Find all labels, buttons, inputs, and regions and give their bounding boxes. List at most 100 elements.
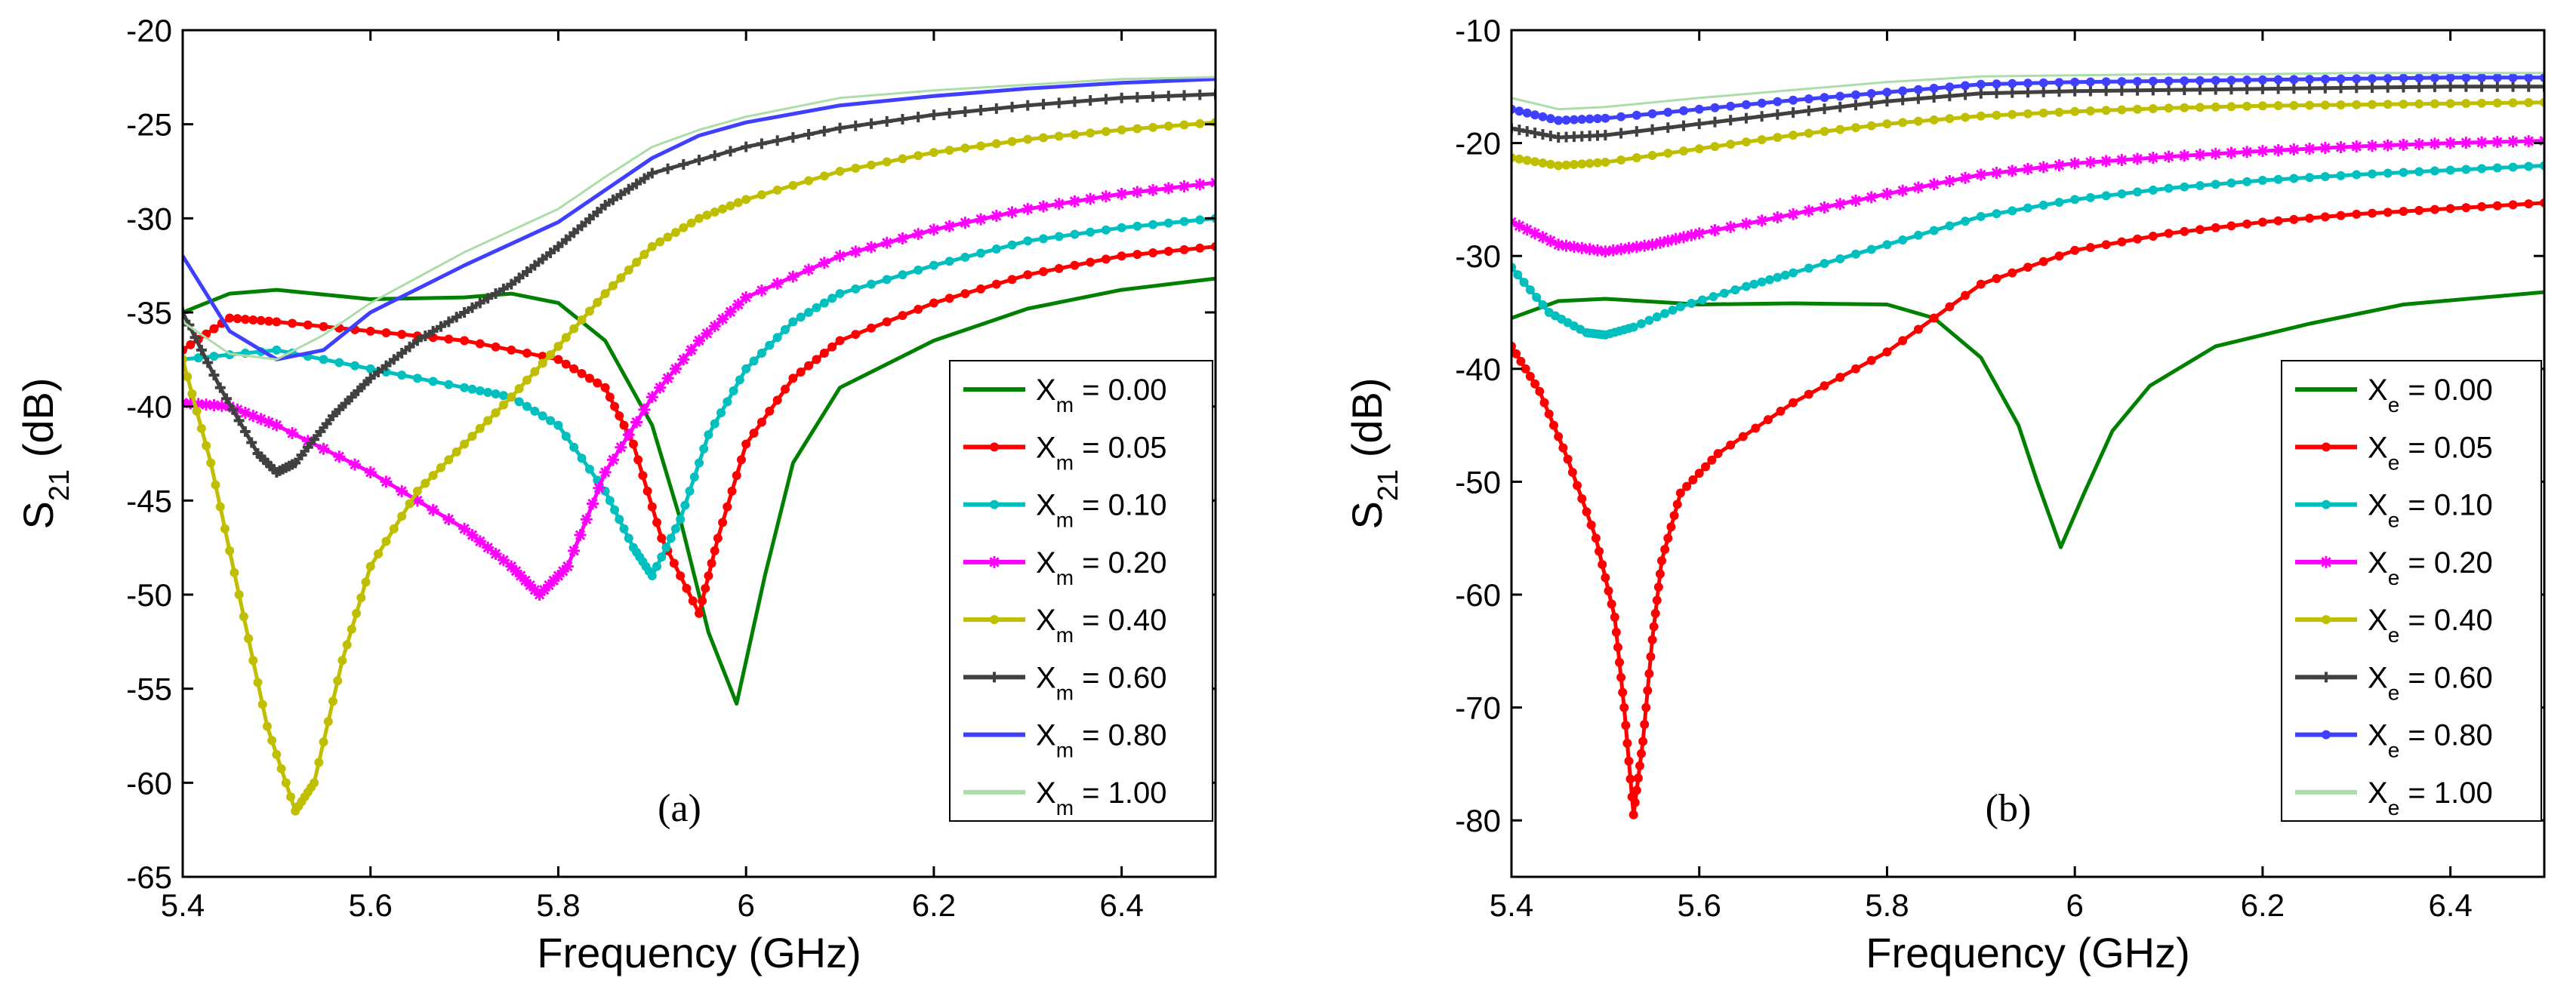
chart0-series-0.05-point-22	[428, 333, 438, 343]
chart0-series-0.10-point-98	[1148, 220, 1158, 229]
chart1-series-0.20-point-75	[2491, 136, 2504, 149]
chart1-series-0.05-point-79	[1898, 336, 1908, 346]
chart0-series-0.20-point-79	[943, 220, 956, 232]
chart0-series-0.40-point-72	[600, 289, 610, 299]
chart1-series-0.60-point-48	[2163, 85, 2174, 96]
chart1-xtick-label: 5.6	[1678, 887, 1721, 923]
chart0-series-0.20-point-17-ray	[350, 459, 360, 470]
chart0-series-0.05-point-93	[1070, 260, 1080, 270]
chart0-series-0.20-point-51	[622, 429, 635, 441]
chart0-series-0.20-point-96	[1209, 176, 1216, 189]
chart0-series-0.20-point-12	[270, 419, 283, 432]
chart1-series-0.60-point-49	[2179, 85, 2190, 96]
chart1-series-0.20-point-24-ray	[1694, 228, 1705, 238]
chart0-series-0.20-point-18-ray	[365, 467, 376, 478]
chart0-series-0.60-point-6	[214, 382, 226, 393]
chart1-series-0.80-point-62	[2383, 73, 2393, 83]
chart1-series-0.60-point-36	[1975, 88, 1986, 99]
chart0-series-0.20-point-19	[380, 475, 393, 488]
chart0-series-0.40-point-109	[1039, 133, 1048, 143]
chart1-series-0.40-point-24	[1789, 131, 1798, 140]
chart1-series-0.05-point-96	[2164, 229, 2174, 238]
chart1-x-axis-label: Frequency (GHz)	[1866, 929, 2189, 976]
chart1-series-0.05-point-56	[1663, 534, 1673, 543]
chart0-series-0.40-point-2	[187, 389, 197, 399]
chart0-series-0.40-point-118	[1179, 120, 1189, 130]
chart0-legend-marker-0.40	[990, 615, 999, 625]
chart0-series-0.60-point-42	[411, 335, 423, 346]
chart1-series-0.05-point-14	[1573, 481, 1582, 490]
chart0-series-0.20-point-78	[927, 223, 940, 236]
chart1-series-0.20-point-73	[2460, 137, 2473, 149]
chart1-series-0.10-point-82	[2414, 167, 2424, 177]
chart1-series-0.20-point-25-ray	[1709, 225, 1721, 235]
chart0-series-0.20-point-64-ray	[725, 306, 736, 317]
chart1-series-0.80-point-11	[1593, 114, 1602, 124]
chart0-series-0.10-point-1	[193, 353, 203, 363]
chart0-series-0.05-point-81	[882, 317, 892, 327]
chart0-series-0.05-point-24	[460, 336, 470, 346]
chart0-series-0.05-point-59	[710, 546, 719, 555]
chart1-series-0.60-point-13	[1616, 128, 1627, 139]
chart0-series-0.40-point-48	[412, 486, 422, 496]
chart0-series-0.05-point-63	[727, 486, 737, 496]
chart0-series-0.20-point-77	[912, 228, 925, 241]
chart1-series-0.80-point-15	[1647, 109, 1657, 118]
chart0-series-0.05-point-80	[867, 323, 876, 333]
chart0-series-0.60-point-74	[678, 158, 689, 170]
chart1-series-0.20-point-13-ray	[1608, 245, 1619, 256]
chart1-series-0.60-point-59	[2335, 82, 2346, 94]
chart1-series-0.10-point-32	[1697, 295, 1707, 305]
chart1-series-0.10-point-41	[1780, 270, 1790, 280]
chart1-series-0.40-point-37	[1992, 110, 2001, 120]
chart1-series-0.20-point-26	[1724, 220, 1737, 233]
chart1-series-0.80-point-32	[1913, 85, 1923, 94]
chart1-series-0.20-point-28-ray	[1756, 215, 1767, 226]
chart1-series-0.05-point-115	[2461, 203, 2471, 213]
chart0-series-0.10-point-26	[522, 401, 532, 411]
chart1-series-0.80-point-23	[1773, 97, 1783, 106]
chart0-ytick-label: -65	[126, 859, 172, 895]
chart0-series-0.60-point-76	[709, 150, 720, 161]
chart1-series-0.05-point-102	[2257, 217, 2267, 227]
chart1-series-0.20-point-30-ray	[1788, 209, 1798, 220]
chart0-series-0.10-point-28	[538, 411, 547, 421]
chart0-legend-value: = 1.00	[1074, 776, 1166, 810]
chart1-series-0.05-point-7	[1539, 398, 1549, 407]
chart1-series-0.40-point-66	[2445, 99, 2455, 109]
chart1-series-0.20-point-37	[1897, 184, 1909, 197]
chart1-series-0.20-point-15-ray	[1623, 243, 1635, 254]
chart1-series-0.60-point-64	[2414, 81, 2425, 93]
chart0-series-0.05-point-84	[929, 298, 938, 308]
chart1-series-0.40-point-65	[2430, 99, 2439, 109]
chart1-series-0.05-point-108	[2352, 209, 2362, 219]
chart1-series-0.80-point-42	[2070, 77, 2080, 87]
chart1-series-0.20-point-65-ray	[2335, 142, 2346, 152]
chart0-series-0.40-point-8	[215, 502, 225, 512]
chart1-series-0.80-point-28	[1851, 90, 1860, 100]
chart0-series-0.40-point-74	[616, 273, 626, 283]
chart0-series-0.10-point-101	[1195, 215, 1205, 225]
chart0-legend-value: = 0.60	[1074, 661, 1166, 694]
chart0-series-0.05-point-55	[698, 596, 707, 606]
chart1-series-0.40-point-56	[2289, 100, 2299, 110]
chart0-series-0.20-point-11-ray	[263, 417, 274, 428]
chart1-series-0.10-point-78	[2352, 170, 2362, 180]
chart0-series-0.20-point-49-ray	[608, 454, 618, 466]
chart0-series-0.10-point-25	[514, 397, 524, 407]
chart0-legend-sub: m	[1056, 393, 1074, 417]
chart0-series-0.20-point-3	[200, 398, 213, 411]
chart1-series-0.05-point-12	[1563, 454, 1573, 464]
chart0-series-0.20-point-89-ray	[1101, 191, 1111, 201]
chart1-series-0.20-point-49	[2084, 156, 2097, 169]
chart1-series-0.80-point-4	[1538, 112, 1548, 121]
chart1-series-0.80-point-19	[1710, 103, 1720, 112]
chart1-series-0.60-point-69	[2491, 81, 2503, 92]
chart0-series-0.20-point-54	[646, 391, 658, 404]
chart0-x-axis-label: Frequency (GHz)	[537, 929, 861, 976]
chart0-series-0.10-point-86	[960, 252, 970, 262]
chart1-series-0.05-point-38	[1632, 786, 1641, 795]
chart1-legend-value: = 0.10	[2399, 489, 2492, 522]
chart1-legend-marker-0.80	[2322, 730, 2331, 740]
chart0-series-0.40-point-115	[1132, 124, 1142, 134]
